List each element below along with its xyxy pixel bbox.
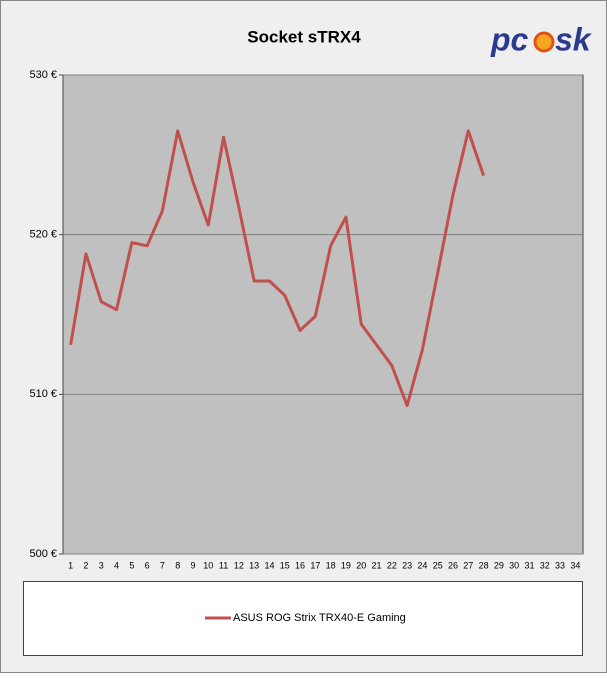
x-tick-label: 27 [463, 560, 473, 570]
x-tick-label: 17 [310, 560, 320, 570]
x-tick-label: 25 [433, 560, 443, 570]
y-tick-label: 520 € [29, 229, 57, 241]
x-tick-label: 11 [219, 560, 228, 570]
plot-area [62, 74, 584, 555]
x-tick-label: 3 [99, 560, 104, 570]
logo-text: pc [490, 21, 529, 57]
x-tick-label: 20 [356, 560, 366, 570]
x-tick-label: 10 [203, 560, 213, 570]
x-tick-label: 16 [295, 560, 305, 570]
logo: pc sk [490, 21, 593, 57]
x-tick-label: 7 [160, 560, 165, 570]
x-tick-label: 31 [524, 560, 534, 570]
line [69, 129, 486, 408]
x-tick-label: 8 [175, 560, 180, 570]
y-tick-label: 510 € [29, 388, 57, 400]
x-tick-label: 34 [570, 560, 580, 570]
x-tick-label: 12 [234, 560, 244, 570]
logo-text: sk [555, 21, 593, 57]
x-tick-label: 9 [190, 560, 195, 570]
x-tick-label: 5 [129, 560, 134, 570]
x-tick-label: 4 [114, 560, 119, 570]
legend-box [23, 581, 583, 656]
x-tick-label: 32 [540, 560, 550, 570]
x-tick-label: 22 [387, 560, 397, 570]
x-tick-label: 1 [68, 560, 73, 570]
x-tick-label: 2 [83, 560, 88, 570]
x-tick-label: 19 [341, 560, 351, 570]
x-tick-label: 23 [402, 560, 412, 570]
x-tick-label: 33 [555, 560, 565, 570]
legend-label: ASUS ROG Strix TRX40-E Gaming [233, 612, 406, 624]
x-tick-label: 30 [509, 560, 519, 570]
x-tick-label: 26 [448, 560, 458, 570]
x-tick-label: 14 [264, 560, 274, 570]
x-tick-label: 21 [372, 560, 382, 570]
y-tick-label: 500 € [29, 548, 57, 560]
x-tick-label: 28 [479, 560, 489, 570]
x-tick-label: 29 [494, 560, 504, 570]
x-tick-label: 6 [145, 560, 150, 570]
chart-title: Socket sTRX4 [247, 27, 361, 46]
y-tick-label: 530 € [29, 69, 57, 81]
x-tick-label: 18 [326, 560, 336, 570]
x-tick-label: 13 [249, 560, 259, 570]
x-tick-label: 15 [280, 560, 290, 570]
logo-flame [533, 31, 555, 53]
x-tick-label: 24 [417, 560, 427, 570]
